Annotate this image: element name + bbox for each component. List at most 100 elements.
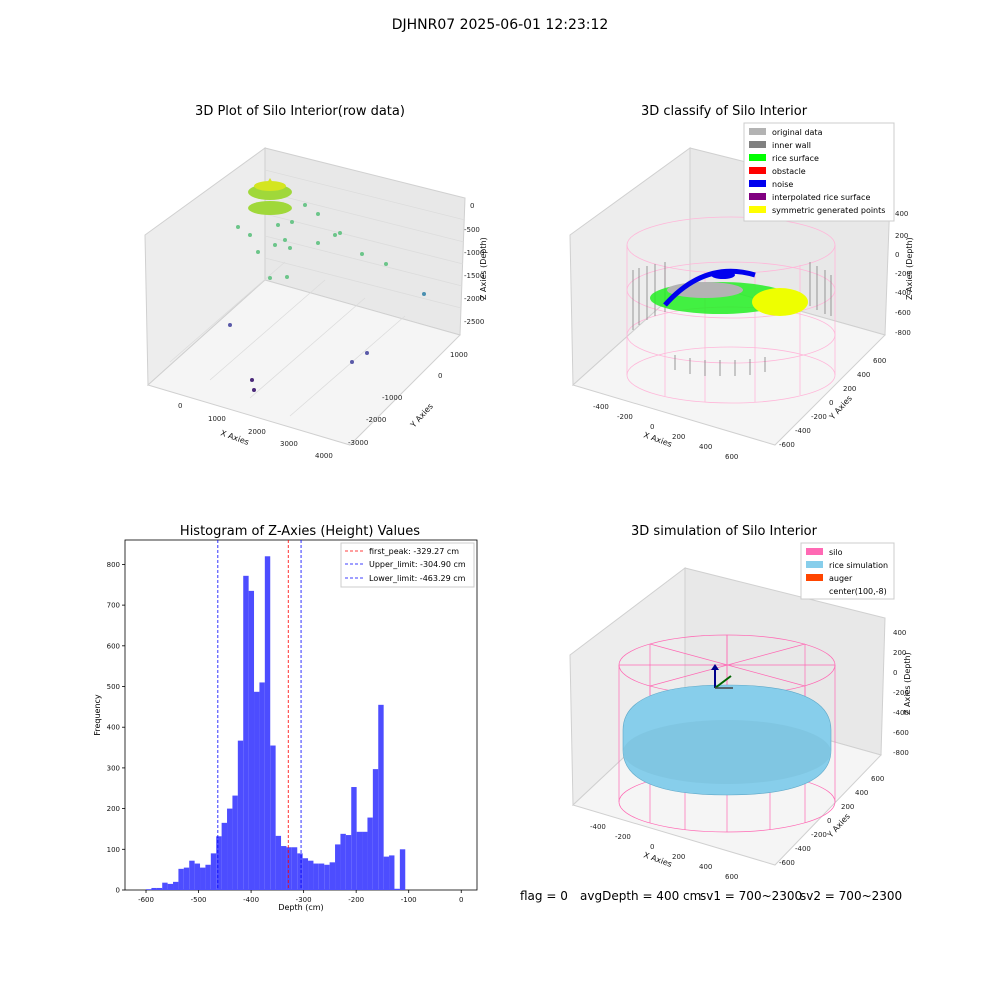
sim-y-tick: 600 [871, 775, 884, 783]
status-flag: flag = 0 [520, 889, 568, 903]
histogram-bar [324, 864, 330, 890]
histogram-bar [237, 740, 244, 890]
classify-z-tick: -800 [895, 329, 911, 337]
sim-x-tick: 600 [725, 873, 738, 881]
classify-y-tick: 600 [873, 357, 886, 365]
histogram-bar [194, 863, 201, 890]
raw-scatter-points [228, 178, 426, 392]
histogram-bar [297, 853, 303, 890]
legend-rice-simulation: rice simulation [829, 561, 888, 570]
sim-z-tick: 0 [893, 669, 897, 677]
sim-z-tick: 400 [893, 629, 906, 637]
classify-y-tick: -400 [795, 427, 811, 435]
sim-y-tick: 400 [855, 789, 868, 797]
sim-z-tick: -600 [893, 729, 909, 737]
histogram-bar [200, 867, 206, 890]
raw-y-tick: 1000 [450, 351, 468, 359]
figure-title: DJHNR07 2025-06-01 12:23:12 [391, 17, 609, 33]
raw-z-tick: 0 [470, 202, 474, 210]
classify-legend-swatches [749, 128, 766, 213]
histogram-bar [356, 831, 363, 890]
classify-z-label: Z Axies (Depth) [905, 237, 914, 300]
histogram-x-ticks: -600 -500 -400 -300 -200 -100 0 [138, 890, 463, 904]
sim-z-tick: -200 [893, 689, 909, 697]
histogram-bar [340, 833, 346, 890]
histogram-bar [167, 883, 174, 890]
simulation-legend: silo rice simulation auger center(100,-8… [800, 542, 895, 600]
classify-x-tick: 600 [725, 453, 738, 461]
histogram-title: Histogram of Z-Axies (Height) Values [179, 524, 421, 539]
histogram-y-label: Frequency [93, 694, 102, 736]
histogram-bar [178, 868, 184, 890]
histogram-bar [264, 556, 271, 890]
histogram-x-tick-label: 0 [459, 896, 463, 904]
histogram-bar [286, 847, 292, 890]
histogram-bar [281, 846, 287, 890]
raw-x-tick: 0 [178, 402, 182, 410]
histogram-x-tick-label: -100 [401, 896, 417, 904]
classify-z-tick: -200 [895, 270, 911, 278]
histogram-x-tick-label: -500 [191, 896, 207, 904]
legend-center: center(100,-8) [829, 587, 887, 596]
histogram-x-tick-label: -200 [348, 896, 364, 904]
histogram-bar [210, 853, 217, 890]
sim-x-tick: 400 [699, 863, 712, 871]
histogram-bar [248, 590, 255, 890]
histogram-x-tick-label: -400 [243, 896, 259, 904]
histogram-bar [335, 844, 341, 890]
simulation-auger [711, 664, 733, 689]
classify-3d-plot: original data inner wall rice surface ob… [569, 122, 914, 461]
simulation-rice-body [622, 684, 832, 796]
histogram-y-tick-label: 600 [107, 642, 120, 650]
raw-x-tick: 1000 [208, 415, 226, 423]
histogram-bar [205, 864, 211, 890]
classify-z-tick: -600 [895, 309, 911, 317]
classify-y-tick: 200 [843, 385, 856, 393]
histogram-bar [254, 691, 260, 890]
raw-3d-plot: 0 1000 2000 3000 4000 1000 0 -1000 -2000… [144, 147, 488, 460]
histogram-bars [146, 556, 406, 890]
raw-plot-title: 3D Plot of Silo Interior(row data) [195, 104, 405, 119]
classify-x-tick: -400 [593, 403, 609, 411]
sim-y-tick: 200 [841, 803, 854, 811]
histogram-bar [232, 795, 238, 890]
raw-z-tick: -1500 [464, 272, 484, 280]
histogram-y-tick-label: 0 [116, 887, 120, 895]
histogram-bar [372, 769, 379, 890]
classify-y-tick: 400 [857, 371, 870, 379]
histogram-y-tick-label: 200 [107, 805, 120, 813]
histogram-chart: -600 -500 -400 -300 -200 -100 0 0 100 200 300 400 5… [93, 539, 478, 912]
sim-z-tick: -400 [893, 709, 909, 717]
raw-x-tick: 2000 [248, 428, 266, 436]
raw-z-tick: -2000 [464, 295, 484, 303]
histogram-y-tick-label: 800 [107, 561, 120, 569]
classify-x-tick: 0 [650, 423, 654, 431]
status-sv2: sv2 = 700~2300 [800, 889, 903, 903]
legend-lower-limit: Lower_limit: -463.29 cm [369, 574, 466, 583]
histogram-bar [270, 745, 276, 890]
sim-x-tick: 200 [672, 853, 685, 861]
raw-z-tick: -2500 [464, 318, 484, 326]
histogram-y-tick-label: 500 [107, 683, 120, 691]
histogram-y-tick-label: 100 [107, 846, 120, 854]
raw-y-tick: -3000 [348, 439, 368, 447]
legend-auger: auger [829, 574, 853, 583]
classify-x-tick: 400 [699, 443, 712, 451]
histogram-bar [291, 847, 298, 890]
raw-y-tick: -1000 [382, 394, 402, 402]
classify-x-label: X Axies [642, 430, 673, 449]
classify-z-tick: -400 [895, 289, 911, 297]
sim-y-tick: 0 [827, 817, 831, 825]
histogram-bar [151, 887, 157, 890]
status-sv1: sv1 = 700~2300 [700, 889, 803, 903]
classify-y-tick: 0 [829, 399, 833, 407]
status-avg-depth: avgDepth = 400 cm [580, 889, 702, 903]
histogram-bar [389, 855, 395, 890]
raw-x-tick: 4000 [315, 452, 333, 460]
histogram-y-tick-label: 300 [107, 764, 120, 772]
histogram-bar [367, 817, 373, 890]
histogram-bar [302, 858, 309, 890]
raw-z-label: Z Axies (Depth) [479, 237, 488, 300]
sim-x-tick: -200 [615, 833, 631, 841]
raw-y-label: Y Axies [408, 402, 435, 430]
